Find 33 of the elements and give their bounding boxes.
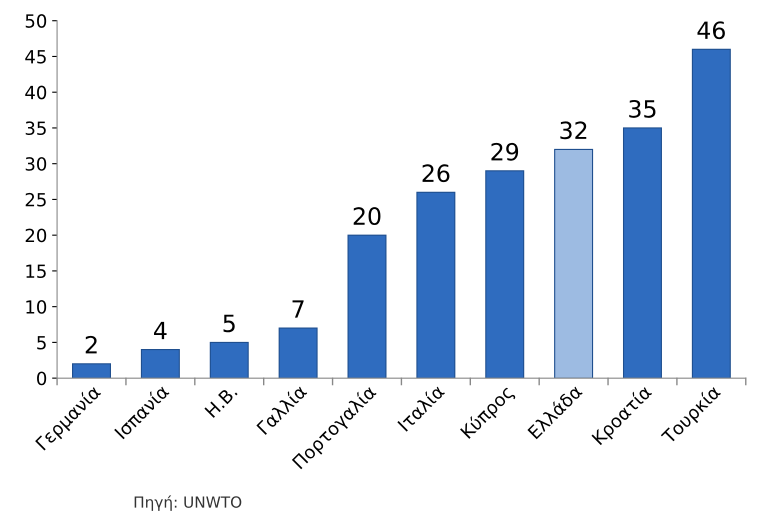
y-tick-label: 40: [25, 86, 46, 100]
bar: [140, 348, 180, 378]
y-tick-label: 20: [26, 228, 46, 242]
y-tick-label: 35: [26, 121, 46, 136]
bar: [210, 342, 249, 378]
y-tick-label: 50: [26, 14, 46, 28]
bar: [72, 363, 112, 378]
y-tick-label: 10: [26, 300, 46, 314]
data-label: 20: [354, 207, 380, 226]
y-tick-label: 30: [26, 157, 46, 171]
data-label: 2: [86, 336, 97, 354]
bar: [692, 48, 731, 378]
bar: [416, 192, 456, 378]
data-label: 26: [422, 164, 450, 182]
bar: [278, 328, 318, 378]
bar: [348, 234, 386, 378]
y-tick-label: 5: [37, 336, 46, 350]
bar: [622, 127, 662, 378]
bar: [485, 170, 524, 378]
y-tick-label: 15: [26, 264, 46, 278]
y-tick-label: 25: [26, 192, 46, 207]
bar: [554, 148, 594, 378]
data-label: 35: [629, 100, 656, 118]
data-label: 32: [560, 121, 586, 140]
y-tick-label: 0: [37, 372, 46, 386]
y-tick-label: 45: [25, 50, 46, 64]
data-label: 7: [292, 300, 304, 318]
data-label: 4: [154, 322, 167, 340]
data-label: 46: [697, 21, 725, 40]
data-label: 5: [224, 314, 235, 332]
text: Πηγή: UNWTO: [134, 495, 242, 511]
data-label: 29: [491, 142, 518, 161]
x-tick-label: Η.Β.: [204, 384, 238, 418]
